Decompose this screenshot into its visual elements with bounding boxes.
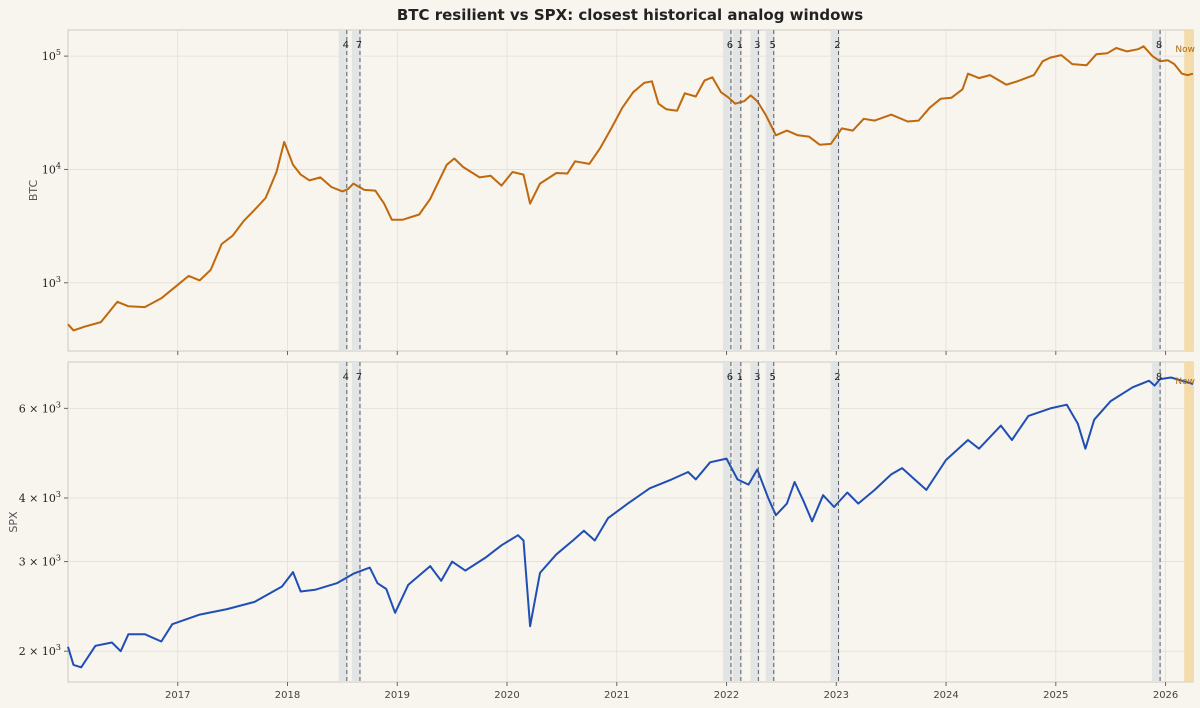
spx-window-6-label: 6: [727, 372, 733, 383]
spx-y-tick-label: 6 × 103: [19, 400, 61, 415]
spx-window-4-label: 4: [343, 372, 349, 383]
spx-window-3-label: 3: [754, 372, 760, 383]
btc-y-tick-label: 105: [42, 48, 61, 63]
btc-window-3-shade: [750, 30, 760, 351]
spx-y-tick-label: 3 × 103: [19, 554, 61, 569]
btc-window-5-label: 5: [770, 40, 776, 51]
spx-y-axis-label: SPX: [7, 511, 20, 533]
spx-now-label: Now: [1175, 377, 1195, 387]
btc-window-4-label: 4: [343, 40, 349, 51]
x-tick-label-2019: 2019: [385, 690, 410, 701]
chart-title: BTC resilient vs SPX: closest historical…: [397, 6, 863, 24]
spx-window-2-shade: [830, 362, 840, 682]
x-tick-label-2021: 2021: [604, 690, 629, 701]
btc-window-2-shade: [830, 30, 840, 351]
spx-window-7-shade: [351, 362, 361, 682]
btc-window-8-label: 8: [1156, 40, 1162, 51]
x-tick-label-2022: 2022: [714, 690, 739, 701]
spx-series-line: [67, 376, 1194, 669]
btc-window-2-label: 2: [834, 40, 840, 51]
btc-y-tick-label: 104: [42, 161, 61, 176]
x-tick-label-2020: 2020: [494, 690, 519, 701]
spx-plot-area: [67, 361, 1194, 683]
btc-window-6-label: 6: [727, 40, 733, 51]
x-tick-label-2018: 2018: [275, 690, 300, 701]
spx-window-1-shade: [732, 362, 742, 682]
spx-window-5-label: 5: [770, 372, 776, 383]
btc-y-tick-label: 103: [42, 275, 61, 290]
x-axis: 2017 2018 2019 2020 2021 2022 2023 2024 2025 2026: [165, 690, 1178, 701]
btc-window-1-label: 1: [737, 40, 743, 51]
spx-window-4-shade: [338, 362, 348, 682]
spx-now-shade: [1184, 362, 1193, 682]
spx-window-8-shade: [1152, 362, 1162, 682]
x-tick-label-2023: 2023: [824, 690, 849, 701]
btc-window-8-shade: [1152, 30, 1162, 351]
btc-window-7-shade: [351, 30, 361, 351]
spx-window-5-shade: [765, 362, 775, 682]
btc-panel: 4 7 6 1 3 5 2 8 Now 103 104 105 BTC: [27, 29, 1195, 355]
btc-window-3-label: 3: [754, 40, 760, 51]
spx-window-2-label: 2: [834, 372, 840, 383]
btc-window-1-shade: [732, 30, 742, 351]
btc-y-axis-label: BTC: [27, 180, 40, 202]
btc-series-line: [67, 45, 1194, 332]
spx-panel: 4 7 6 1 3 5 2 8 Now 2 × 103 3 × 103 4 × 103 6 × 103 S…: [7, 361, 1195, 686]
btc-now-shade: [1184, 30, 1193, 351]
btc-now-label: Now: [1175, 45, 1195, 55]
spx-y-tick-label: 4 × 103: [19, 490, 61, 505]
spx-window-8-label: 8: [1156, 372, 1162, 383]
btc-window-5-shade: [765, 30, 775, 351]
spx-window-7-label: 7: [356, 372, 362, 383]
x-tick-label-2024: 2024: [933, 690, 958, 701]
btc-window-6-shade: [722, 30, 732, 351]
x-tick-label-2017: 2017: [165, 690, 190, 701]
x-tick-label-2025: 2025: [1043, 690, 1068, 701]
spx-window-6-shade: [722, 362, 732, 682]
spx-window-1-label: 1: [737, 372, 743, 383]
x-tick-label-2026: 2026: [1153, 690, 1178, 701]
spx-y-tick-label: 2 × 103: [19, 643, 61, 658]
btc-window-7-label: 7: [356, 40, 362, 51]
spx-window-3-shade: [750, 362, 760, 682]
